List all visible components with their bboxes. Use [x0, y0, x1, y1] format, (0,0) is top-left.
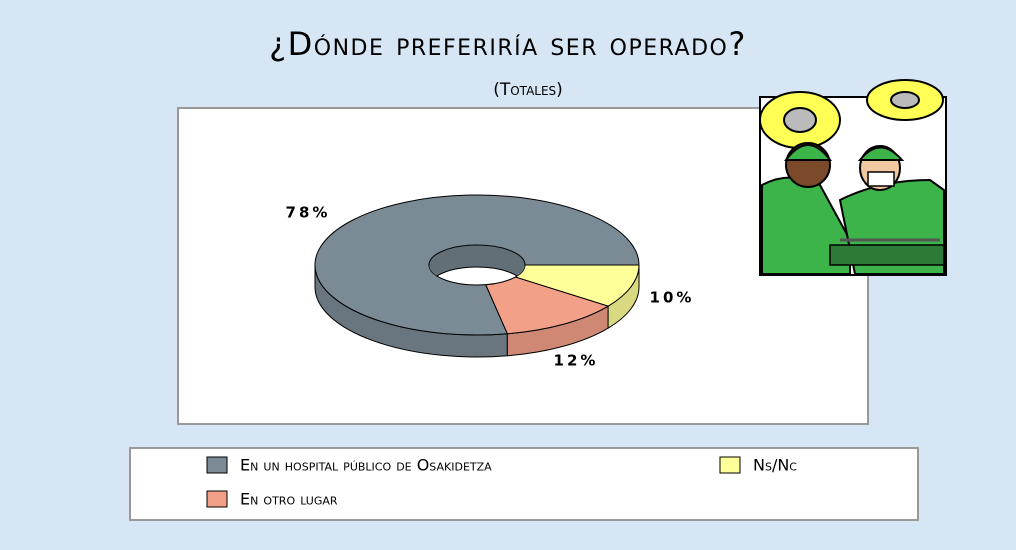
legend-swatch [719, 456, 741, 474]
data-label: 10% [650, 289, 695, 307]
chart-subtitle: (Totales) [493, 80, 563, 100]
legend-box [129, 447, 919, 521]
pie: 78% 10% 12% [286, 194, 695, 370]
legend: En un hospital público de Osakidetza Ns/N… [206, 456, 797, 509]
chart-title: ¿Dónde preferiría ser operado? [269, 25, 747, 63]
data-label: 78% [286, 204, 331, 222]
legend-label: En otro lugar [240, 490, 338, 509]
data-label: 12% [554, 352, 599, 370]
legend-label: En un hospital público de Osakidetza [240, 456, 492, 475]
legend-swatch [206, 456, 228, 474]
legend-label: Ns/Nc [753, 456, 797, 475]
slice [476, 264, 610, 335]
legend-swatch [206, 490, 228, 508]
illustration [759, 79, 947, 276]
